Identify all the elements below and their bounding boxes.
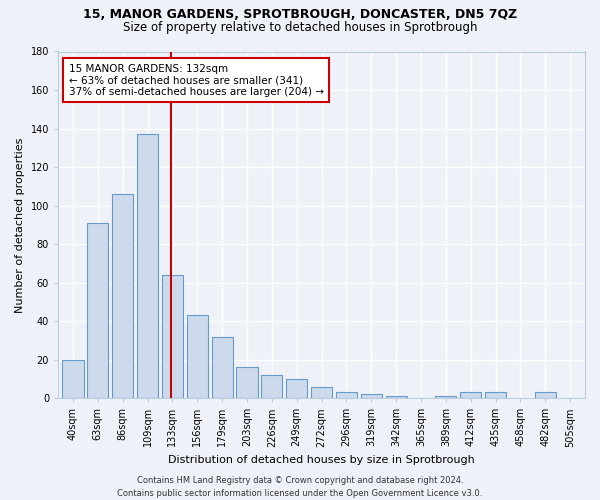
Text: 15 MANOR GARDENS: 132sqm
← 63% of detached houses are smaller (341)
37% of semi-: 15 MANOR GARDENS: 132sqm ← 63% of detach… [68, 64, 323, 97]
Text: Contains HM Land Registry data © Crown copyright and database right 2024.
Contai: Contains HM Land Registry data © Crown c… [118, 476, 482, 498]
Bar [460, 392, 481, 398]
Bar [236, 368, 257, 398]
Bar [187, 316, 208, 398]
Bar [137, 134, 158, 398]
Text: 15, MANOR GARDENS, SPROTBROUGH, DONCASTER, DN5 7QZ: 15, MANOR GARDENS, SPROTBROUGH, DONCASTE… [83, 8, 517, 20]
Bar [535, 392, 556, 398]
Y-axis label: Number of detached properties: Number of detached properties [15, 137, 25, 312]
Bar [162, 275, 183, 398]
Bar [87, 223, 109, 398]
Bar [386, 396, 407, 398]
Bar [62, 360, 83, 398]
Text: Size of property relative to detached houses in Sprotbrough: Size of property relative to detached ho… [123, 21, 477, 34]
Bar [361, 394, 382, 398]
Bar [261, 375, 283, 398]
Bar [311, 386, 332, 398]
Bar [435, 396, 457, 398]
Bar [336, 392, 357, 398]
Bar [212, 336, 233, 398]
X-axis label: Distribution of detached houses by size in Sprotbrough: Distribution of detached houses by size … [168, 455, 475, 465]
Bar [286, 379, 307, 398]
Bar [112, 194, 133, 398]
Bar [485, 392, 506, 398]
